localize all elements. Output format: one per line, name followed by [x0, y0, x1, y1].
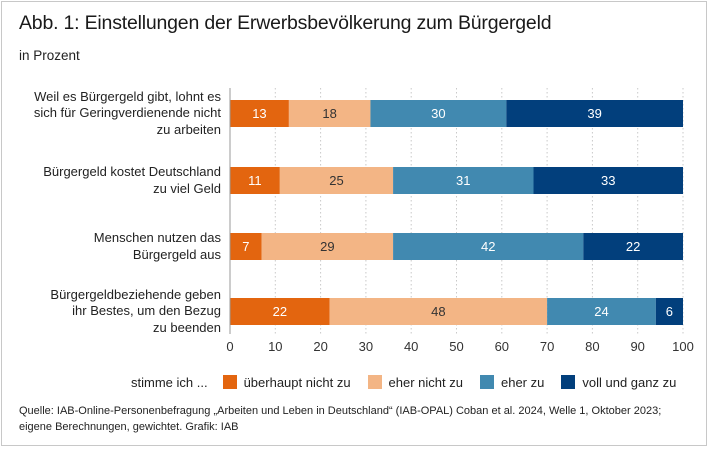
x-tick-label: 20 — [313, 339, 327, 354]
bar-value-label: 7 — [242, 239, 249, 254]
bar-segment — [230, 100, 289, 127]
x-tick-label: 70 — [540, 339, 554, 354]
bar-segment — [230, 167, 280, 194]
x-tick-label: 60 — [495, 339, 509, 354]
bar-segment — [329, 298, 548, 325]
bar-segment — [506, 100, 683, 127]
source-note: Quelle: IAB-Online-Personenbefragung „Ar… — [19, 404, 699, 435]
bar-value-label: 11 — [248, 173, 262, 188]
legend-label: überhaupt nicht zu — [243, 374, 351, 390]
chart-title: Abb. 1: Einstellungen der Erwerbsbevölke… — [19, 12, 552, 34]
bar-value-label: 29 — [320, 239, 334, 254]
category-label-line: Bürgergeld aus — [132, 246, 221, 262]
x-tick-label: 0 — [226, 339, 233, 354]
bar-segment — [547, 298, 656, 325]
x-tick-label: 100 — [672, 339, 694, 354]
category-label: Bürgergeld kostet Deutschland zu viel Gel… — [1, 164, 221, 197]
legend-swatch — [222, 375, 237, 389]
bar-segment — [533, 167, 683, 194]
x-tick-label: 30 — [359, 339, 373, 354]
legend-label: eher zu — [500, 374, 545, 390]
bar-segment — [393, 167, 534, 194]
bar-segment — [583, 233, 683, 260]
bar-value-label: 31 — [456, 173, 470, 188]
x-tick-label: 80 — [585, 339, 599, 354]
category-label-line: zu arbeiten — [156, 121, 221, 137]
legend: stimme ich ... überhaupt nicht zu eher n… — [131, 373, 693, 391]
bar-value-label: 13 — [252, 106, 266, 121]
legend-item-voll-und-ganz-zu: voll und ganz zu — [561, 375, 676, 390]
category-label-line: zu beenden — [153, 319, 221, 335]
bar-segment — [279, 167, 394, 194]
bar-segment — [370, 100, 507, 127]
bar-value-label: 24 — [594, 304, 608, 319]
bar-value-label: 22 — [273, 304, 287, 319]
bar-value-label: 48 — [431, 304, 445, 319]
bar-value-label: 33 — [601, 173, 615, 188]
bar-segment — [261, 233, 394, 260]
source-line-1: Quelle: IAB-Online-Personenbefragung „Ar… — [19, 405, 662, 417]
bar-value-label: 30 — [431, 106, 445, 121]
x-tick-label: 50 — [449, 339, 463, 354]
category-label-line: Bürgergeld kostet Deutschland — [43, 164, 221, 179]
x-tick-label: 90 — [630, 339, 644, 354]
category-label-line: zu viel Geld — [153, 180, 221, 196]
legend-item-eher-nicht-zu: eher nicht zu — [367, 374, 463, 390]
bar-value-label: 6 — [666, 304, 673, 319]
source-line-2: eigene Berechnungen, gewichtet. Grafik: … — [19, 420, 239, 433]
legend-label: voll und ganz zu — [582, 374, 677, 390]
bar-value-label: 18 — [322, 106, 336, 121]
bar-segment — [230, 298, 330, 325]
x-tick-label: 10 — [268, 339, 282, 354]
category-label-line: Bürgergeldbeziehende geben — [50, 286, 221, 302]
bar-value-label: 25 — [329, 173, 343, 188]
legend-swatch — [367, 375, 382, 389]
category-label: Menschen nutzen das Bürgergeld aus — [1, 230, 221, 263]
category-label: Weil es Bürgergeld gibt, lohnt es sich fü… — [1, 89, 221, 139]
category-label-line: Menschen nutzen das — [93, 230, 221, 245]
category-label: Bürgergeldbeziehende geben ihr Bestes, um… — [1, 287, 221, 337]
legend-item-eher-zu: eher zu — [479, 374, 545, 390]
bar-segment — [393, 233, 584, 260]
legend-swatch — [561, 375, 576, 389]
bar-segment — [230, 233, 262, 260]
legend-swatch — [479, 375, 494, 389]
bar-value-label: 22 — [626, 239, 640, 254]
legend-item-ueberhaupt-nicht-zu: überhaupt nicht zu — [222, 374, 351, 390]
bar-segment — [655, 298, 683, 325]
chart-subtitle: in Prozent — [19, 48, 80, 63]
category-label-line: Weil es Bürgergeld gibt, lohnt es — [34, 88, 221, 104]
bar-segment — [288, 100, 371, 127]
legend-lead-text: stimme ich ... — [131, 374, 208, 390]
bar-value-label: 39 — [587, 106, 601, 121]
legend-label: eher nicht zu — [388, 374, 463, 390]
bar-value-label: 42 — [481, 239, 495, 254]
category-label-line: sich für Geringverdienende nicht — [33, 105, 221, 121]
category-label-line: ihr Bestes, um den Bezug — [72, 303, 221, 319]
x-tick-label: 40 — [404, 339, 418, 354]
